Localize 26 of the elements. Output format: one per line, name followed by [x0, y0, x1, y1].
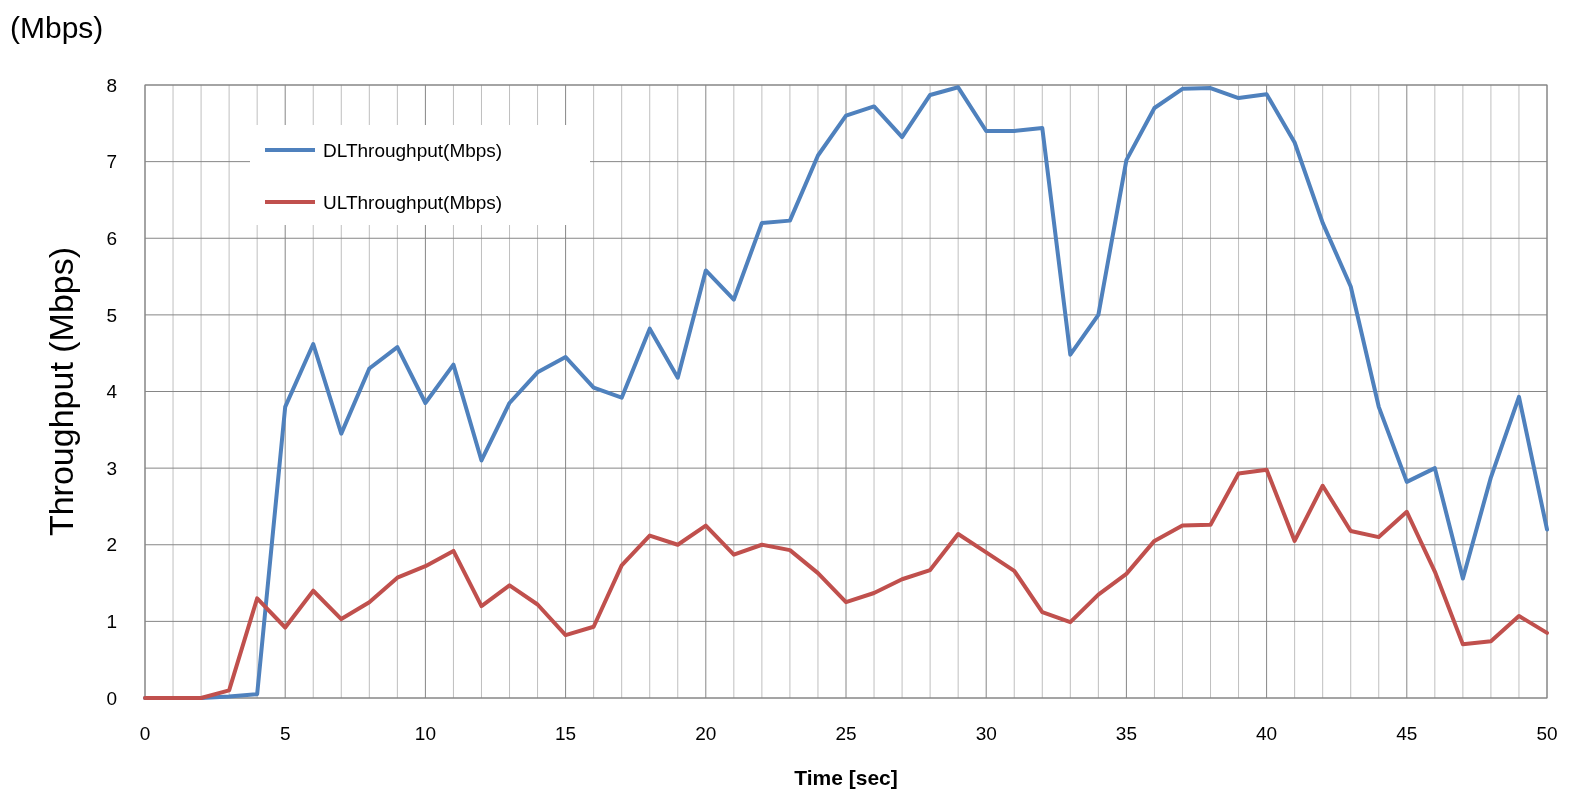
y-tick-label: 3 [106, 457, 117, 479]
y-tick-label: 0 [106, 687, 117, 709]
text: (Mbps) [10, 11, 104, 44]
x-tick-label: 5 [279, 723, 291, 744]
x-axis-title: Time [sec] [794, 766, 898, 789]
legend-label: ULThroughput(Mbps) [323, 191, 503, 213]
x-tick-label: 50 [1536, 723, 1558, 744]
x-tick-label: 20 [695, 723, 717, 744]
y-tick-label: 6 [106, 227, 117, 249]
y-tick-label: 4 [106, 381, 118, 403]
legend-label: DLThroughput(Mbps) [323, 139, 503, 161]
y-tick-label: 8 [106, 74, 117, 96]
x-tick-label: 40 [1256, 723, 1278, 744]
x-tick-label: 30 [975, 723, 997, 744]
y-axis-title: Throughput (Mbps) [42, 246, 80, 537]
x-tick-label: 10 [414, 723, 436, 744]
x-tick-label: 15 [555, 723, 577, 744]
line-series [143, 85, 1549, 700]
y-tick-label: 1 [106, 611, 117, 633]
x-tick-label: 35 [1115, 723, 1137, 744]
x-tick-label: 25 [835, 723, 857, 744]
x-tick-label: 45 [1396, 723, 1418, 744]
y-tick-label: 7 [106, 151, 117, 173]
y-tick-label: 2 [106, 534, 117, 556]
y-tick-label: 5 [106, 304, 117, 326]
x-tick-label: 0 [139, 723, 151, 744]
